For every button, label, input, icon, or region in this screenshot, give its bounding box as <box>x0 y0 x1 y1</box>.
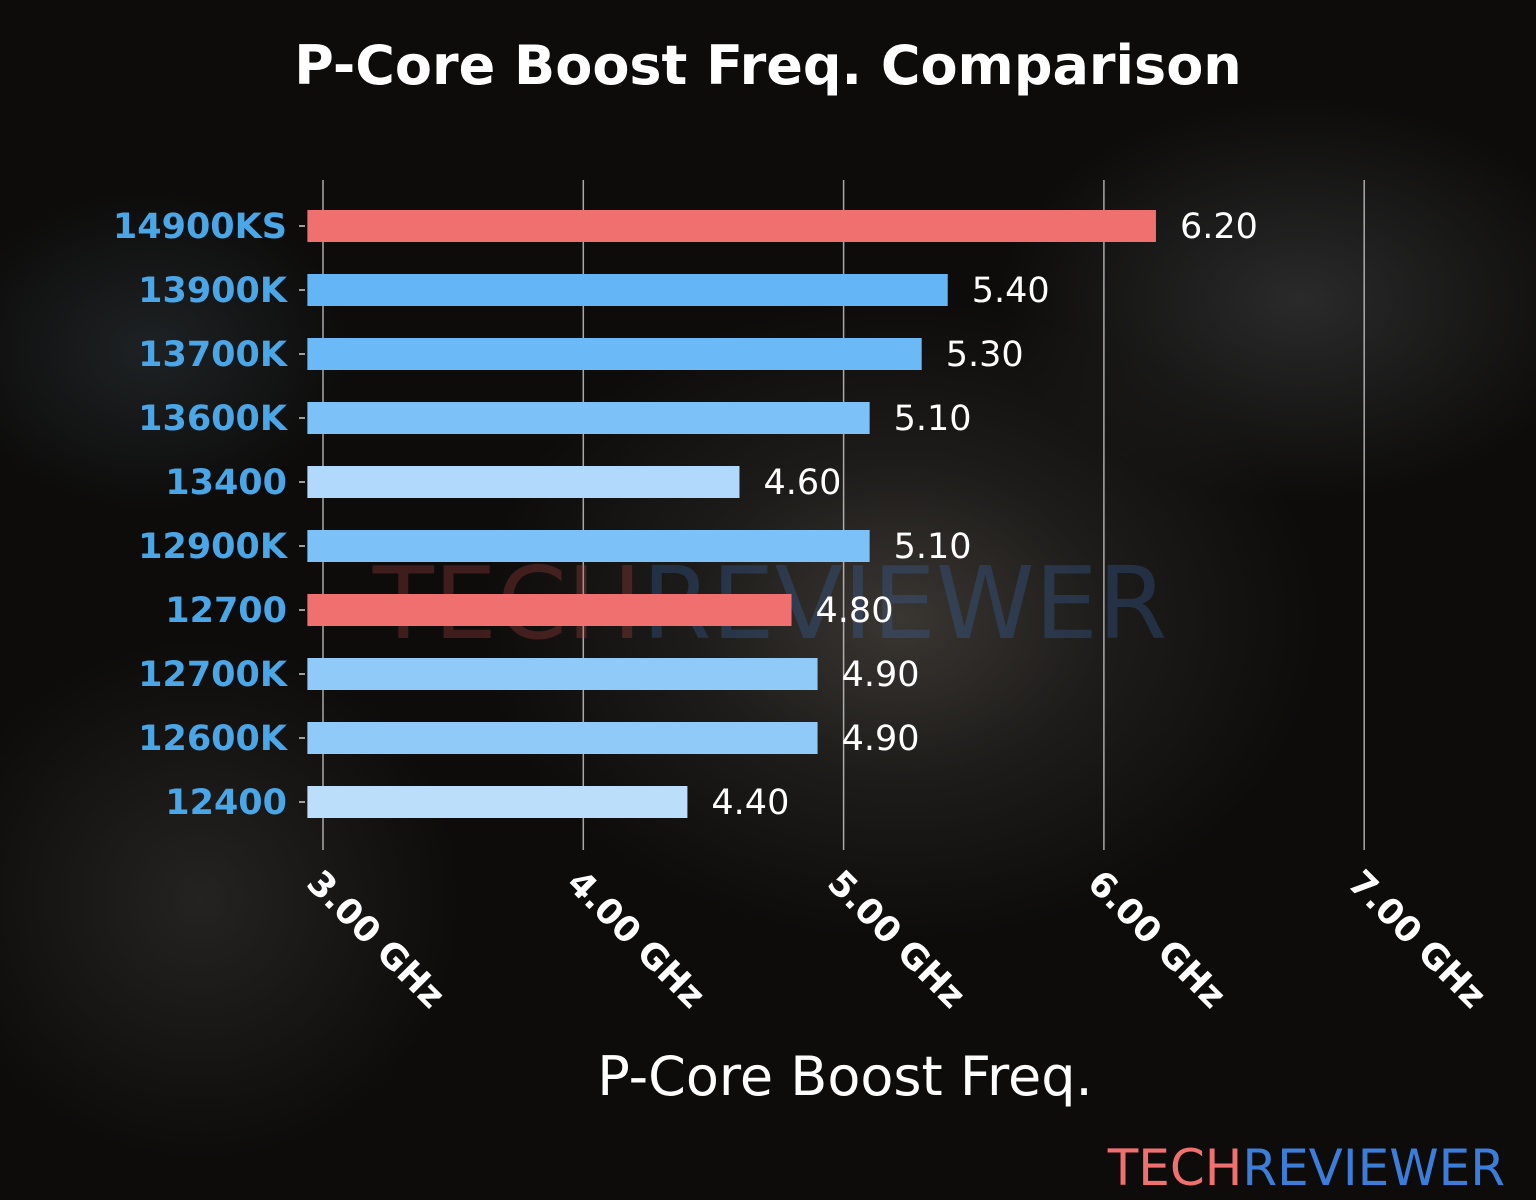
category-label: 13400 <box>165 463 287 503</box>
category-label: 12600K <box>138 719 289 759</box>
bar <box>307 530 870 562</box>
value-label: 6.20 <box>1180 207 1258 247</box>
category-label: 12900K <box>138 527 289 567</box>
bar <box>307 402 870 434</box>
category-label: 12400 <box>165 783 287 823</box>
value-label: 5.10 <box>894 527 972 567</box>
bar <box>307 210 1156 242</box>
x-tick-label: 4.00 GHz <box>559 863 712 1016</box>
x-tick-label: 5.00 GHz <box>819 863 972 1016</box>
category-label: 12700K <box>138 655 289 695</box>
bar <box>307 722 818 754</box>
value-label: 4.90 <box>842 655 920 695</box>
bar <box>307 274 948 306</box>
value-label: 5.30 <box>946 335 1024 375</box>
value-label: 4.40 <box>711 783 789 823</box>
logo: TECHREVIEWER <box>1107 1139 1505 1197</box>
x-axis-label: P-Core Boost Freq. <box>597 1045 1092 1108</box>
category-label: 13700K <box>138 335 289 375</box>
bar <box>307 338 922 370</box>
category-label: 12700 <box>165 591 287 631</box>
category-label: 13600K <box>138 399 289 439</box>
value-label: 5.40 <box>972 271 1050 311</box>
bar <box>307 786 688 818</box>
value-label: 4.90 <box>842 719 920 759</box>
category-label: 14900KS <box>113 207 287 247</box>
value-label: 5.10 <box>894 399 972 439</box>
value-label: 4.60 <box>763 463 841 503</box>
x-tick-label: 6.00 GHz <box>1080 863 1233 1016</box>
x-tick-label: 7.00 GHz <box>1340 863 1493 1016</box>
bars <box>299 210 1156 818</box>
bar <box>307 594 792 626</box>
x-tick-label: 3.00 GHz <box>299 863 452 1016</box>
bar <box>307 466 740 498</box>
category-label: 13900K <box>138 271 289 311</box>
value-label: 4.80 <box>816 591 894 631</box>
chart-title: P-Core Boost Freq. Comparison <box>294 34 1242 97</box>
bar <box>307 658 818 690</box>
